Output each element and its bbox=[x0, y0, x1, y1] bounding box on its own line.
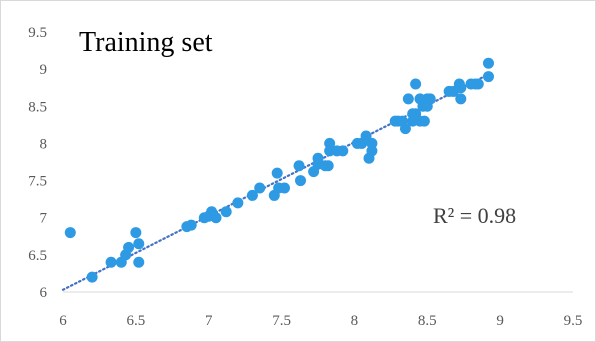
data-point bbox=[133, 238, 145, 250]
x-tick-label: 6.5 bbox=[126, 313, 145, 329]
x-tick-label: 9.5 bbox=[564, 313, 583, 329]
y-tick-label: 7.5 bbox=[28, 174, 47, 190]
data-point bbox=[220, 206, 232, 218]
y-tick-label: 8 bbox=[40, 136, 48, 152]
data-point bbox=[337, 145, 349, 157]
y-tick-label: 6 bbox=[40, 285, 48, 301]
chart-title: Training set bbox=[79, 27, 213, 58]
x-tick-label: 8.5 bbox=[418, 313, 437, 329]
y-tick-label: 8.5 bbox=[28, 99, 47, 115]
x-tick-label: 6 bbox=[59, 313, 67, 329]
data-point bbox=[130, 227, 142, 239]
y-tick-label: 6.5 bbox=[28, 248, 47, 264]
data-point bbox=[293, 160, 305, 172]
data-points bbox=[64, 57, 494, 283]
y-axis-ticks: 6 6.5 7 7.5 8 8.5 9 9.5 bbox=[28, 25, 47, 301]
x-tick-label: 7 bbox=[205, 313, 213, 329]
data-point bbox=[472, 78, 484, 90]
x-tick-label: 9 bbox=[496, 313, 504, 329]
y-tick-label: 9.5 bbox=[28, 25, 47, 41]
data-point bbox=[402, 93, 414, 105]
data-point bbox=[399, 123, 411, 135]
data-point bbox=[246, 189, 258, 201]
data-point bbox=[424, 93, 436, 105]
data-point bbox=[482, 71, 494, 83]
r-squared-annotation: R² = 0.98 bbox=[433, 203, 516, 228]
x-tick-label: 7.5 bbox=[272, 313, 291, 329]
data-point bbox=[455, 93, 467, 105]
data-point bbox=[86, 271, 98, 283]
y-tick-label: 9 bbox=[40, 62, 48, 78]
data-point bbox=[254, 182, 266, 194]
data-point bbox=[360, 130, 372, 142]
data-point bbox=[133, 256, 145, 268]
data-point bbox=[271, 167, 283, 179]
data-point bbox=[210, 212, 222, 224]
data-point bbox=[64, 227, 76, 239]
data-point bbox=[295, 175, 307, 187]
data-point bbox=[322, 160, 334, 172]
x-axis-ticks: 6 6.5 7 7.5 8 8.5 9 9.5 bbox=[59, 313, 582, 329]
data-point bbox=[366, 137, 378, 149]
data-point bbox=[123, 241, 135, 253]
data-point bbox=[455, 82, 467, 94]
y-tick-label: 7 bbox=[40, 211, 48, 227]
data-point bbox=[324, 137, 336, 149]
data-point bbox=[482, 57, 494, 69]
data-point bbox=[418, 115, 430, 127]
data-point bbox=[232, 197, 244, 209]
data-point bbox=[105, 256, 117, 268]
x-tick-label: 8 bbox=[351, 313, 359, 329]
data-point bbox=[410, 78, 422, 90]
data-point bbox=[185, 219, 197, 231]
data-point bbox=[278, 182, 290, 194]
